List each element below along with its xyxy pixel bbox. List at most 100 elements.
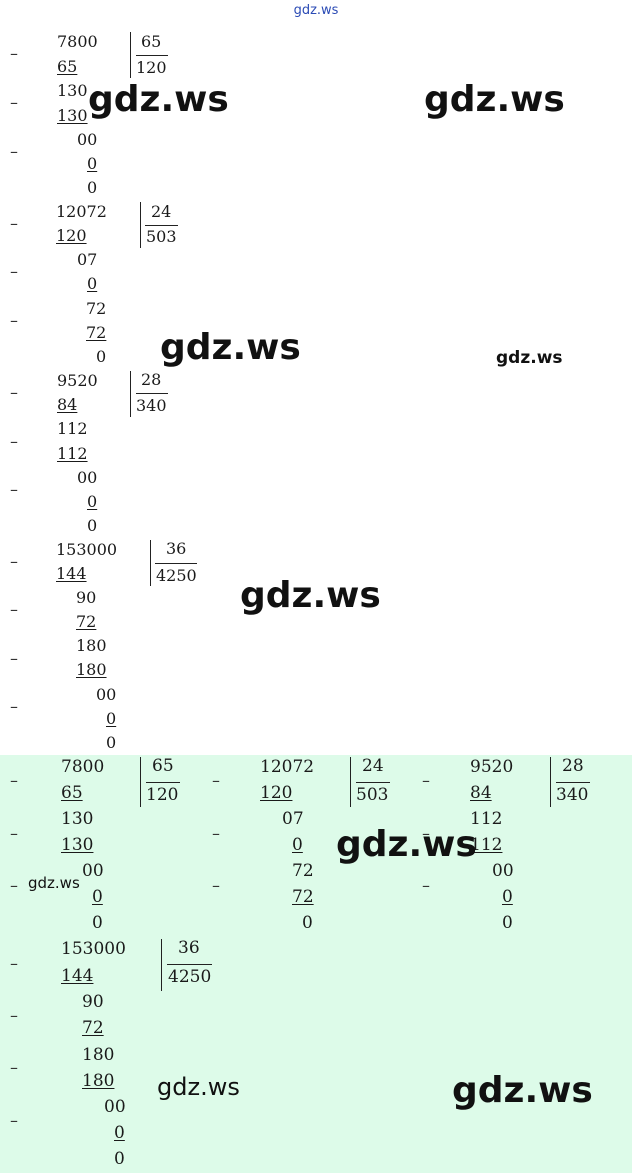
subtrahend: 144 xyxy=(56,564,87,583)
subtrahend: 0 xyxy=(87,274,98,293)
minus-sign: – xyxy=(10,954,18,973)
subtrahend: 144 xyxy=(61,966,94,986)
remainder: 90 xyxy=(82,992,104,1012)
watermark-text: gdz.ws xyxy=(160,327,301,368)
division-bar xyxy=(161,939,162,991)
divisor-line xyxy=(356,782,390,783)
division-bar xyxy=(150,540,151,586)
remainder: 07 xyxy=(77,250,98,269)
subtrahend: 130 xyxy=(61,835,94,855)
minus-sign: – xyxy=(422,824,430,843)
minus-sign: – xyxy=(422,876,430,895)
remainder: 0 xyxy=(96,347,107,366)
minus-sign: – xyxy=(10,432,18,451)
watermark-text: gdz.ws xyxy=(157,1073,240,1101)
watermark-text: gdz.ws xyxy=(424,79,565,120)
divisor: 36 xyxy=(178,938,200,958)
minus-sign: – xyxy=(10,93,18,112)
subtrahend: 72 xyxy=(86,323,107,342)
division-bar xyxy=(350,757,351,807)
quotient: 503 xyxy=(356,785,389,805)
minus-sign: – xyxy=(10,1006,18,1025)
dividend: 7800 xyxy=(61,757,105,777)
minus-sign: – xyxy=(10,697,18,716)
dividend: 153000 xyxy=(56,540,118,559)
divisor-line xyxy=(556,782,590,783)
subtrahend: 180 xyxy=(76,660,107,679)
remainder: 112 xyxy=(57,419,88,438)
divisor: 65 xyxy=(152,756,174,776)
remainder: 0 xyxy=(502,913,513,933)
subtrahend: 0 xyxy=(502,887,513,907)
green-section xyxy=(0,755,632,1173)
minus-sign: – xyxy=(212,771,220,790)
subtrahend: 72 xyxy=(82,1018,104,1038)
watermark-text: gdz.ws xyxy=(496,348,563,368)
remainder: 0 xyxy=(87,178,98,197)
site-header-link[interactable]: gdz.ws xyxy=(293,3,339,18)
remainder: 0 xyxy=(92,913,103,933)
division-bar xyxy=(140,757,141,807)
remainder: 130 xyxy=(57,81,88,100)
remainder: 72 xyxy=(292,861,314,881)
minus-sign: – xyxy=(10,649,18,668)
remainder: 90 xyxy=(76,588,97,607)
remainder: 07 xyxy=(282,809,304,829)
remainder: 112 xyxy=(470,809,503,829)
quotient: 340 xyxy=(136,396,167,415)
divisor-line xyxy=(136,393,168,394)
remainder: 00 xyxy=(96,685,117,704)
dividend: 153000 xyxy=(61,939,126,959)
divisor-line xyxy=(146,782,180,783)
watermark-text: gdz.ws xyxy=(452,1070,593,1111)
subtrahend: 0 xyxy=(114,1123,125,1143)
remainder: 180 xyxy=(76,636,107,655)
subtrahend: 0 xyxy=(92,887,103,907)
minus-sign: – xyxy=(10,1058,18,1077)
division-bar xyxy=(550,757,551,807)
minus-sign: – xyxy=(10,311,18,330)
watermark-text: gdz.ws xyxy=(240,575,381,616)
remainder: 180 xyxy=(82,1045,115,1065)
divisor-line xyxy=(145,225,178,226)
minus-sign: – xyxy=(10,1111,18,1130)
division-bar xyxy=(130,32,131,78)
minus-sign: – xyxy=(10,142,18,161)
remainder: 0 xyxy=(106,733,117,752)
minus-sign: – xyxy=(10,44,18,63)
quotient: 4250 xyxy=(168,967,212,987)
remainder: 00 xyxy=(77,130,98,149)
subtrahend: 180 xyxy=(82,1071,115,1091)
subtrahend: 0 xyxy=(292,835,303,855)
subtrahend: 65 xyxy=(61,783,83,803)
subtrahend: 72 xyxy=(292,887,314,907)
division-bar xyxy=(140,202,141,248)
remainder: 00 xyxy=(82,861,104,881)
watermark-text: gdz.ws xyxy=(28,874,80,892)
remainder: 72 xyxy=(86,299,107,318)
remainder: 0 xyxy=(114,1149,125,1169)
divisor: 28 xyxy=(141,370,162,389)
quotient: 4250 xyxy=(156,566,197,585)
dividend: 12072 xyxy=(260,757,315,777)
divisor: 24 xyxy=(151,202,172,221)
quotient: 340 xyxy=(556,785,589,805)
remainder: 00 xyxy=(77,468,98,487)
remainder: 00 xyxy=(104,1097,126,1117)
divisor-line xyxy=(136,55,168,56)
divisor: 36 xyxy=(166,539,187,558)
remainder: 00 xyxy=(492,861,514,881)
minus-sign: – xyxy=(10,876,18,895)
watermark-text: gdz.ws xyxy=(88,79,229,120)
subtrahend: 84 xyxy=(470,783,492,803)
division-bar xyxy=(130,371,131,417)
subtrahend: 0 xyxy=(87,492,98,511)
subtrahend: 84 xyxy=(57,395,78,414)
minus-sign: – xyxy=(10,552,18,571)
subtrahend: 130 xyxy=(57,106,88,125)
subtrahend: 72 xyxy=(76,612,97,631)
subtrahend: 65 xyxy=(57,57,78,76)
subtrahend: 120 xyxy=(260,783,293,803)
remainder: 0 xyxy=(87,516,98,535)
minus-sign: – xyxy=(422,771,430,790)
